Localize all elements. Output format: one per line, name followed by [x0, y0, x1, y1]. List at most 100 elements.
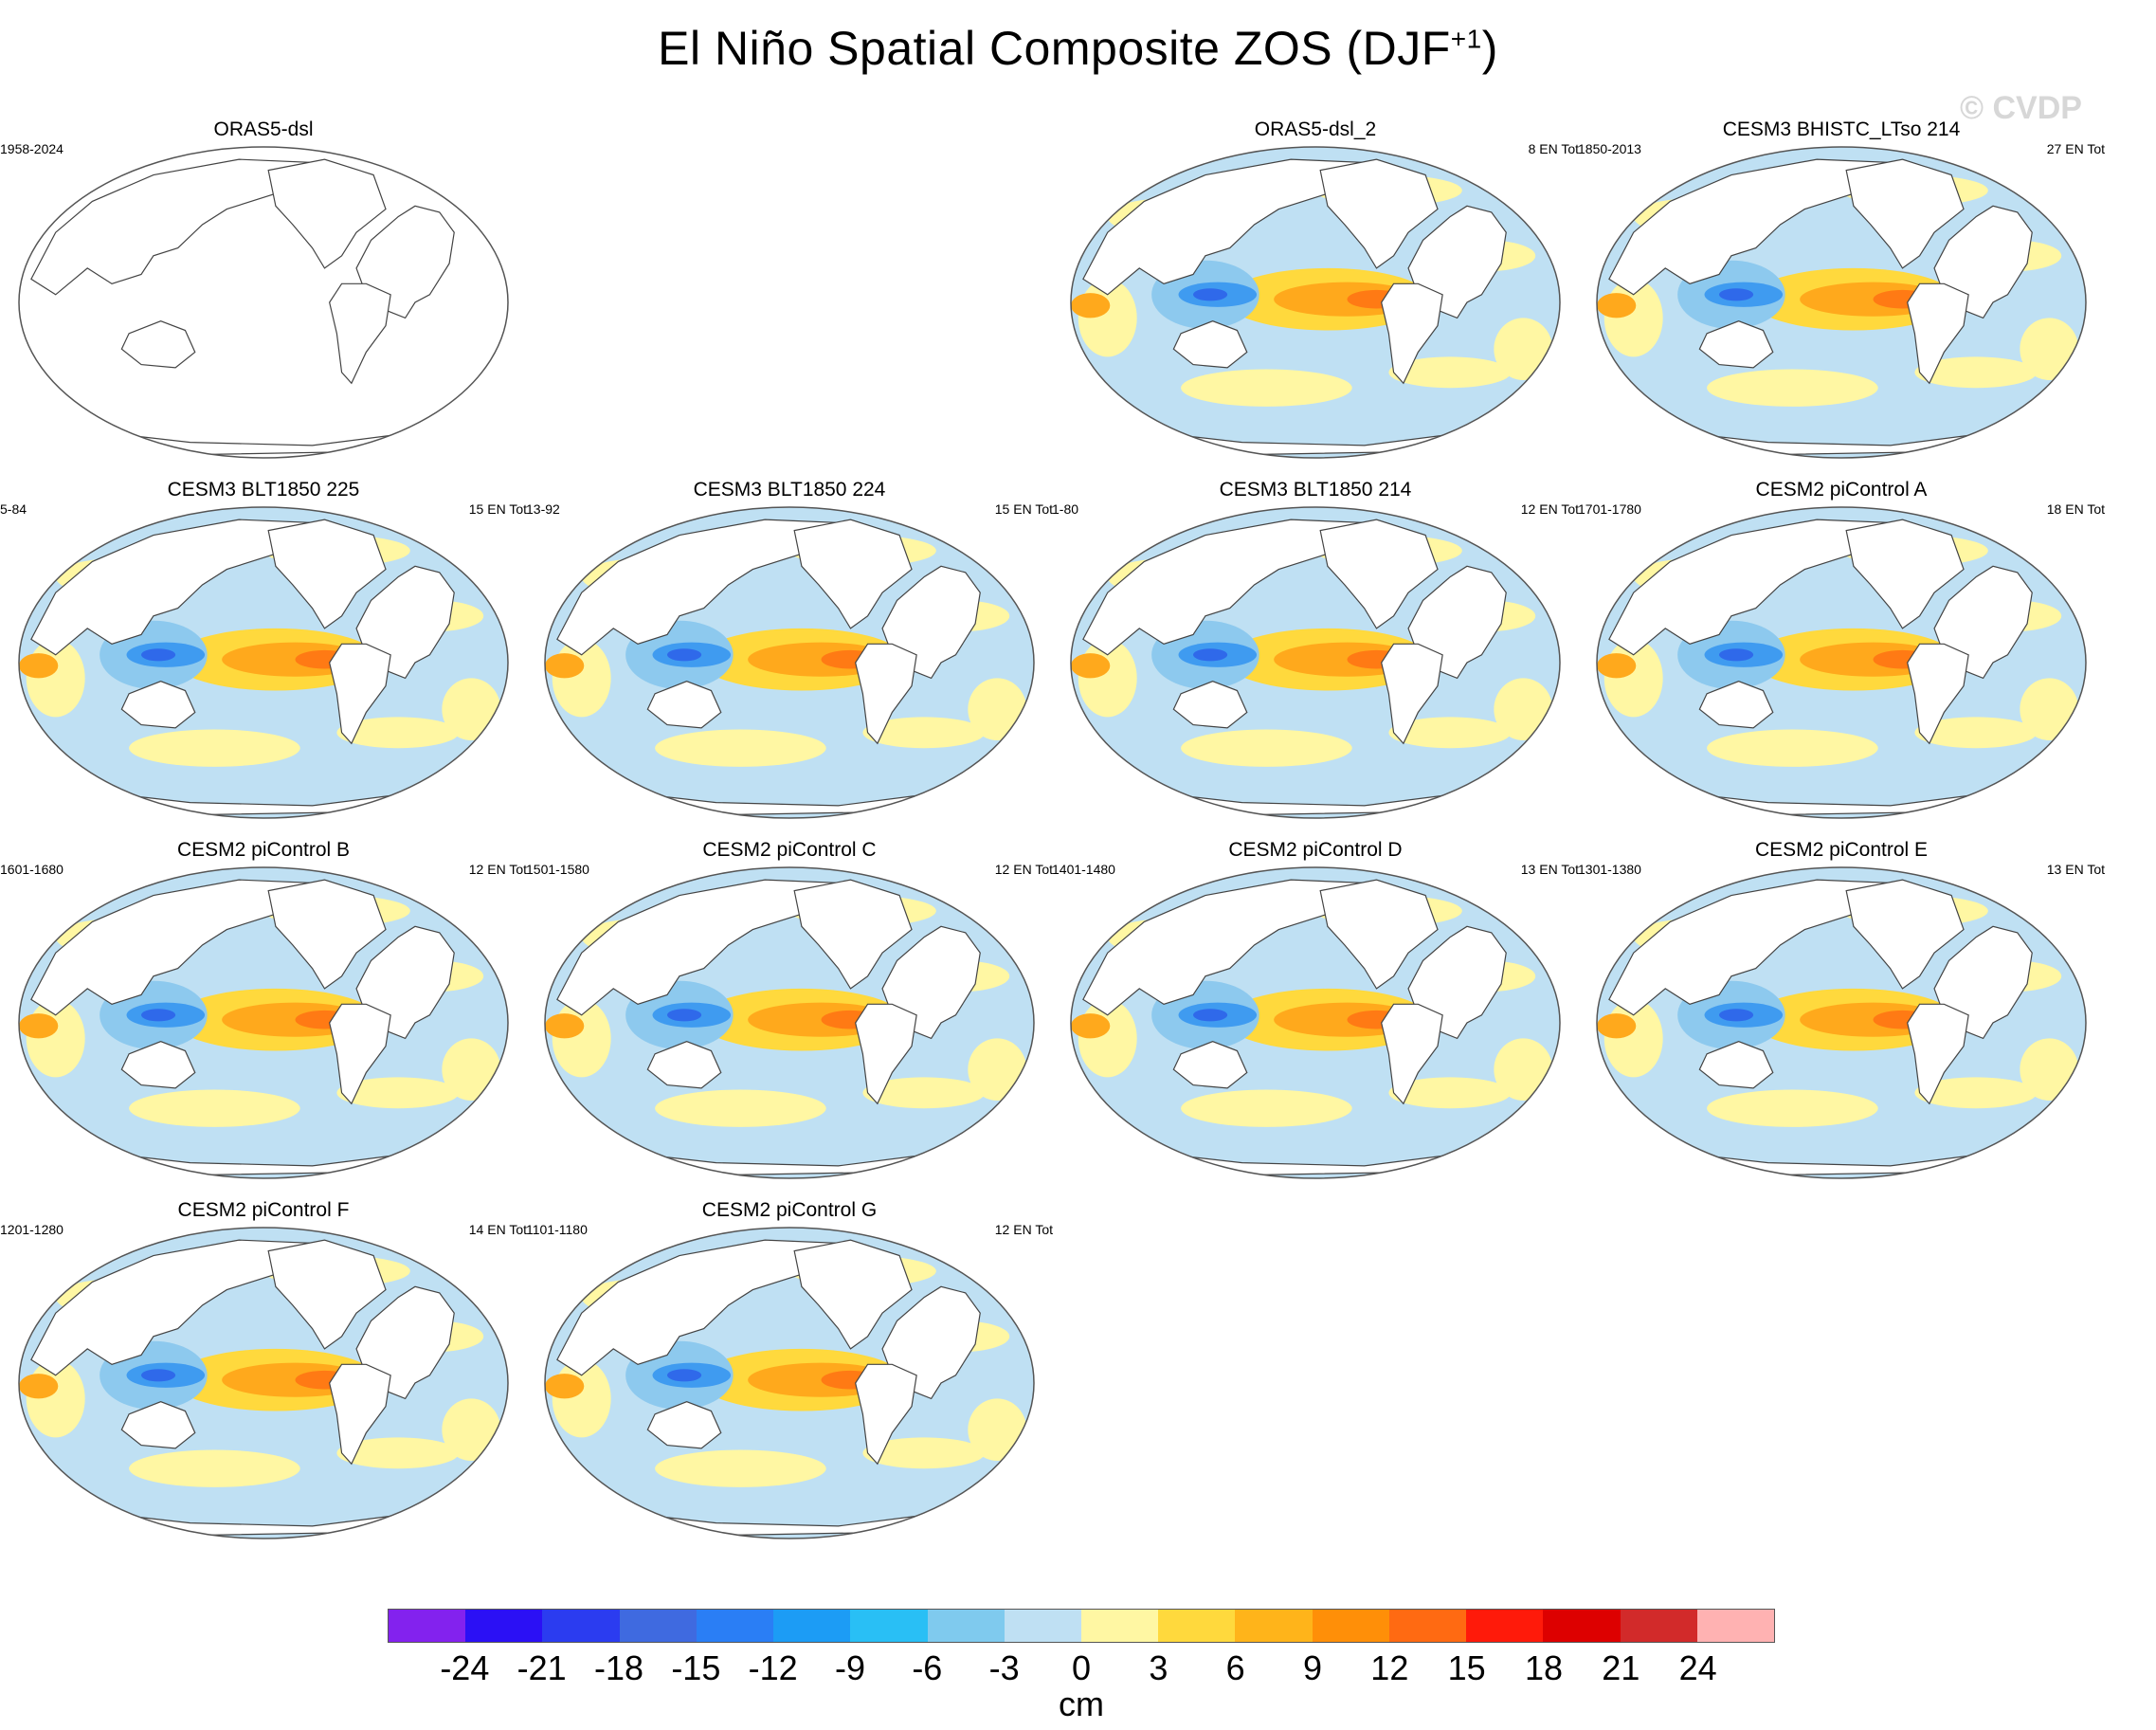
- colorbar-swatch: [1543, 1610, 1621, 1642]
- panel-title: CESM2 piControl B: [176, 839, 351, 861]
- anomaly-positive-patch: [129, 1449, 300, 1487]
- map-panel: CESM2 piControl F 1201-1280 14 EN Tot: [0, 1199, 527, 1552]
- landmass-south-america: [1907, 643, 1969, 745]
- world-map: [18, 866, 509, 1179]
- indian-ocean-anomaly: [1597, 1013, 1637, 1039]
- landmass-asia: [30, 1239, 315, 1376]
- landmass-south-america: [1381, 643, 1443, 745]
- anomaly-positive-patch: [1181, 729, 1352, 767]
- landmass-north-america: [1319, 158, 1439, 269]
- anomaly-positive-patch: [862, 717, 986, 749]
- colorbar-swatch: [1235, 1610, 1313, 1642]
- landmass-australia: [1698, 1041, 1774, 1089]
- colorbar-swatch: [1004, 1610, 1081, 1642]
- panel-title: ORAS5-dsl: [213, 118, 314, 140]
- map-panel: CESM3 BLT1850 225 5-84 15 EN Tot: [0, 479, 527, 831]
- indian-ocean-anomaly: [1071, 653, 1111, 679]
- landmass-australia: [120, 681, 196, 729]
- cold-anomaly-peak: [1193, 1009, 1228, 1022]
- colorbar-tick-label: 3: [1149, 1648, 1169, 1687]
- colorbar-tick-label: -3: [988, 1648, 1020, 1687]
- world-map: [1070, 146, 1561, 459]
- anomaly-positive-patch: [1388, 717, 1512, 749]
- colorbar-tick-label: -21: [516, 1648, 567, 1687]
- anomaly-positive-patch: [1707, 729, 1878, 767]
- cvdp-watermark: © CVDP: [1960, 90, 2082, 126]
- anomaly-positive-patch: [129, 1089, 300, 1127]
- world-map: [544, 1227, 1035, 1539]
- anomaly-positive-patch: [129, 729, 300, 767]
- panel-title: CESM2 piControl D: [1228, 839, 1403, 861]
- colorbar-swatch: [389, 1610, 466, 1642]
- indian-ocean-anomaly: [1071, 1013, 1111, 1039]
- cold-anomaly-peak: [1719, 1009, 1754, 1022]
- anomaly-positive-patch: [655, 1089, 826, 1127]
- landmass-asia: [30, 158, 315, 296]
- landmass-north-america: [267, 1239, 387, 1350]
- anomaly-positive-patch: [2020, 1038, 2079, 1101]
- world-map: [544, 506, 1035, 819]
- world-map: [1596, 146, 2087, 459]
- colorbar-tick-label: 0: [1071, 1648, 1092, 1687]
- map-border: [1070, 146, 1561, 459]
- landmass-south-america: [855, 1363, 917, 1466]
- panel-title: CESM2 piControl C: [702, 839, 877, 861]
- landmass-north-america: [267, 879, 387, 990]
- map-panel: CESM3 BHISTC_LTso 214 1850-2013 27 EN Tot: [1578, 118, 2105, 471]
- cold-anomaly-peak: [667, 1009, 702, 1022]
- colorbar-tick-label: 24: [1678, 1648, 1717, 1687]
- map-border: [544, 866, 1035, 1179]
- map-border: [1596, 506, 2087, 819]
- anomaly-positive-patch: [1494, 1038, 1553, 1101]
- indian-ocean-anomaly: [19, 1013, 59, 1039]
- panel-period-label: 1601-1680: [0, 862, 63, 877]
- landmass-asia: [1608, 519, 1893, 656]
- cold-anomaly-peak: [667, 648, 702, 662]
- map-border: [544, 1227, 1035, 1539]
- panel-event-count: 13 EN Tot: [2046, 862, 2105, 877]
- cold-anomaly-peak: [1193, 648, 1228, 662]
- figure-title-superscript: +1: [1450, 24, 1482, 54]
- figure-title-text: El Niño Spatial Composite ZOS (DJF: [658, 22, 1451, 75]
- map-border: [1070, 506, 1561, 819]
- world-map: [18, 1227, 509, 1539]
- landmass-north-america: [793, 519, 913, 629]
- panel-period-label: 1-80: [1052, 501, 1079, 517]
- landmass-australia: [1172, 320, 1248, 369]
- anomaly-positive-patch: [442, 1038, 501, 1101]
- landmass-south-america: [1907, 1003, 1969, 1105]
- colorbar-swatch: [465, 1610, 543, 1642]
- cold-anomaly-peak: [667, 1369, 702, 1382]
- map-border: [1596, 866, 2087, 1179]
- world-map: [1070, 866, 1561, 1179]
- figure-title: El Niño Spatial Composite ZOS (DJF+1): [0, 21, 2156, 76]
- landmass-australia: [120, 320, 196, 369]
- anomaly-positive-patch: [1494, 678, 1553, 740]
- world-map: [1596, 866, 2087, 1179]
- anomaly-positive-patch: [336, 717, 460, 749]
- landmass-asia: [1608, 879, 1893, 1016]
- colorbar-tick-label: -15: [671, 1648, 721, 1687]
- anomaly-positive-patch: [655, 729, 826, 767]
- map-panel: CESM2 piControl D 1401-1480 13 EN Tot: [1052, 839, 1579, 1192]
- colorbar-tick-label: -9: [834, 1648, 866, 1687]
- colorbar-swatch: [1696, 1610, 1774, 1642]
- map-border: [1596, 146, 2087, 459]
- panel-period-label: 1401-1480: [1052, 862, 1115, 877]
- colorbar: -24 -21 -18 -15 -12 -9 -6 -3 0 3 6 9 12 15 18 21 24 cm: [388, 1609, 1775, 1723]
- panel-title: CESM2 piControl F: [177, 1199, 350, 1221]
- anomaly-positive-patch: [968, 1398, 1027, 1461]
- landmass-australia: [646, 1041, 722, 1089]
- colorbar-tick-label: 15: [1447, 1648, 1486, 1687]
- landmass-north-america: [1845, 879, 1965, 990]
- colorbar-swatch: [1388, 1610, 1467, 1642]
- indian-ocean-anomaly: [1597, 293, 1637, 319]
- colorbar-swatch: [619, 1610, 697, 1642]
- anomaly-positive-patch: [1707, 369, 1878, 407]
- colorbar-swatches: [388, 1609, 1775, 1643]
- cold-anomaly-peak: [141, 1369, 176, 1382]
- colorbar-tick-label: -6: [912, 1648, 943, 1687]
- colorbar-tick-label: 6: [1225, 1648, 1245, 1687]
- indian-ocean-anomaly: [1597, 653, 1637, 679]
- map-panel: ORAS5-dsl_2 8 EN Tot: [1052, 118, 1579, 471]
